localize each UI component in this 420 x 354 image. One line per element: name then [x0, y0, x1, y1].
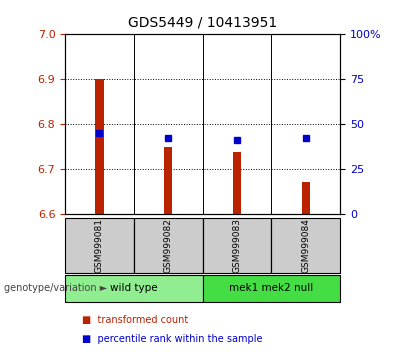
Bar: [203, 275, 340, 302]
Text: wild type: wild type: [110, 283, 158, 293]
Text: genotype/variation ►: genotype/variation ►: [4, 283, 108, 293]
Text: ■  percentile rank within the sample: ■ percentile rank within the sample: [82, 334, 262, 344]
Title: GDS5449 / 10413951: GDS5449 / 10413951: [128, 16, 277, 30]
Text: ■  transformed count: ■ transformed count: [82, 315, 188, 325]
Bar: [302, 182, 310, 214]
Bar: [164, 147, 172, 214]
Bar: [65, 275, 203, 302]
Text: mek1 mek2 null: mek1 mek2 null: [229, 283, 314, 293]
Bar: [203, 218, 271, 273]
Text: GSM999084: GSM999084: [301, 218, 310, 273]
Bar: [95, 79, 104, 214]
Text: GSM999082: GSM999082: [164, 218, 173, 273]
Bar: [134, 218, 203, 273]
Text: GSM999081: GSM999081: [95, 218, 104, 273]
Bar: [233, 152, 241, 214]
Text: GSM999083: GSM999083: [233, 218, 241, 273]
Bar: [271, 218, 340, 273]
Bar: [65, 218, 134, 273]
